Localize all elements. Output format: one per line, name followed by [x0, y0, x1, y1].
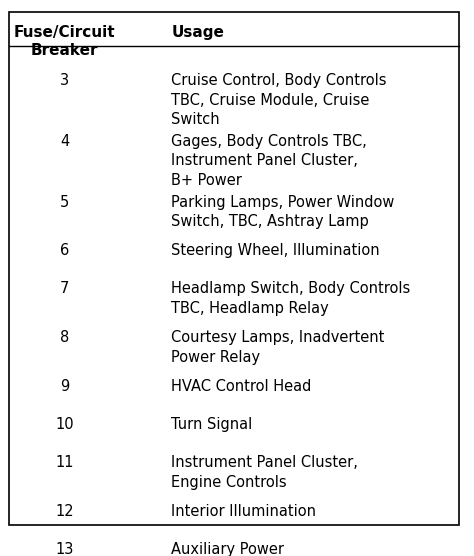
Text: Headlamp Switch, Body Controls
TBC, Headlamp Relay: Headlamp Switch, Body Controls TBC, Head… — [172, 281, 411, 316]
Text: Courtesy Lamps, Inadvertent
Power Relay: Courtesy Lamps, Inadvertent Power Relay — [172, 330, 385, 365]
Text: Interior Illumination: Interior Illumination — [172, 504, 317, 519]
Text: Turn Signal: Turn Signal — [172, 417, 253, 432]
Text: 7: 7 — [60, 281, 70, 296]
Text: 12: 12 — [55, 504, 74, 519]
Text: 3: 3 — [60, 73, 69, 88]
Text: 4: 4 — [60, 133, 69, 148]
Text: Gages, Body Controls TBC,
Instrument Panel Cluster,
B+ Power: Gages, Body Controls TBC, Instrument Pan… — [172, 133, 367, 188]
Text: Steering Wheel, Illumination: Steering Wheel, Illumination — [172, 243, 380, 258]
Text: Instrument Panel Cluster,
Engine Controls: Instrument Panel Cluster, Engine Control… — [172, 455, 358, 490]
Text: Fuse/Circuit
Breaker: Fuse/Circuit Breaker — [14, 25, 116, 58]
Text: 13: 13 — [55, 542, 74, 556]
Text: HVAC Control Head: HVAC Control Head — [172, 379, 312, 394]
Text: 10: 10 — [55, 417, 74, 432]
Text: Auxiliary Power: Auxiliary Power — [172, 542, 284, 556]
Text: 9: 9 — [60, 379, 69, 394]
Text: Cruise Control, Body Controls
TBC, Cruise Module, Cruise
Switch: Cruise Control, Body Controls TBC, Cruis… — [172, 73, 387, 127]
Text: Usage: Usage — [172, 25, 224, 40]
Text: Parking Lamps, Power Window
Switch, TBC, Ashtray Lamp: Parking Lamps, Power Window Switch, TBC,… — [172, 195, 395, 230]
Text: 11: 11 — [55, 455, 74, 470]
Text: 5: 5 — [60, 195, 69, 210]
Text: 6: 6 — [60, 243, 69, 258]
Text: 8: 8 — [60, 330, 69, 345]
